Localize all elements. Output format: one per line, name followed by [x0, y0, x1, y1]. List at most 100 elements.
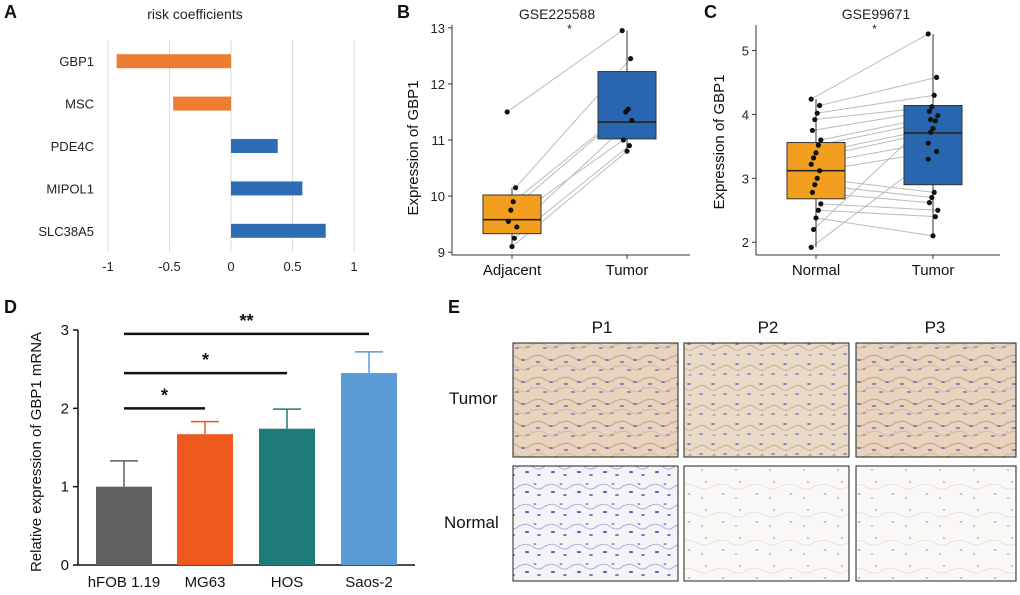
paired-line [506, 30, 623, 113]
data-point [628, 56, 634, 62]
data-point [629, 117, 635, 123]
bar-msc [173, 96, 231, 111]
category-label: GBP1 [59, 54, 94, 69]
data-point [620, 137, 627, 143]
ihc-image-tumor-p3 [855, 342, 1017, 458]
x-tick-label: HOS [271, 574, 304, 591]
data-point [925, 156, 931, 162]
paired-line [818, 209, 936, 218]
category-label: SLC38A5 [38, 224, 94, 239]
x-tick-label: -1 [102, 259, 114, 274]
data-point [925, 140, 931, 146]
significance-marker: * [872, 22, 877, 36]
y-tick-label: 1 [61, 479, 69, 496]
paired-line [810, 33, 929, 100]
category-label: MIPOL1 [46, 181, 94, 196]
ihc-column-p2: P2 [758, 318, 779, 337]
data-point [928, 129, 934, 135]
data-point [813, 150, 819, 156]
ihc-image-tumor-p2 [683, 342, 850, 458]
x-tick-label: Tumor [606, 262, 649, 279]
bar-hfob-1-19 [96, 486, 152, 565]
data-point [511, 235, 517, 241]
data-point [814, 110, 820, 116]
chart-c-ylabel: Expression of GBP1 [711, 74, 728, 209]
data-point [808, 161, 814, 167]
significance-marker: * [202, 350, 209, 370]
data-point [811, 226, 817, 233]
bar-slc38a5 [231, 223, 326, 238]
ihc-column-p3: P3 [925, 318, 946, 337]
data-point [510, 199, 516, 205]
data-point [619, 28, 625, 34]
paired-line [815, 217, 934, 237]
data-point [818, 201, 824, 207]
data-point [935, 207, 941, 213]
ihc-row-tumor: Tumor [449, 389, 498, 408]
data-point [931, 92, 937, 98]
data-point [815, 142, 822, 148]
chart-d-ylabel: Relative expression of GBP1 mRNA [28, 332, 45, 572]
x-tick-label: Normal [792, 262, 840, 279]
data-point [930, 233, 936, 239]
ihc-image-normal-p3 [855, 465, 1017, 582]
bar-pde4c [231, 139, 278, 153]
data-point [928, 116, 934, 123]
x-tick-label: 1 [350, 259, 357, 274]
data-point [926, 200, 933, 206]
panel-letter-d: D [4, 297, 17, 317]
y-tick-label: 0 [61, 557, 69, 574]
data-point [817, 168, 823, 174]
x-tick-label: 0.5 [283, 259, 301, 274]
y-tick-label: 13 [431, 21, 445, 36]
data-point [935, 113, 941, 119]
bar-mg63 [177, 434, 233, 565]
y-tick-label: 5 [742, 44, 749, 59]
data-point [929, 104, 935, 110]
ihc-row-normal: Normal [444, 513, 499, 532]
bar-gbp1 [116, 54, 231, 69]
data-point [814, 175, 820, 181]
category-label: PDE4C [51, 139, 94, 154]
data-point [925, 31, 931, 37]
y-tick-label: 4 [742, 107, 749, 122]
data-point [934, 148, 940, 155]
y-tick-label: 10 [431, 189, 445, 204]
panel-letter-c: C [704, 2, 717, 22]
x-tick-label: Adjacent [483, 262, 542, 279]
y-tick-label: 12 [431, 77, 445, 92]
paired-line [820, 203, 938, 211]
y-tick-label: 2 [61, 400, 69, 417]
panel-letter-a: A [4, 2, 17, 22]
data-point [812, 182, 818, 188]
data-point [812, 116, 818, 123]
data-point [504, 109, 510, 115]
data-point [930, 125, 936, 132]
data-point [813, 215, 819, 221]
ihc-column-p1: P1 [592, 318, 613, 337]
data-point [808, 244, 814, 250]
y-tick-label: 9 [438, 245, 445, 260]
x-tick-label: -0.5 [158, 259, 180, 274]
mrna-bar-chart: Relative expression of GBP1 mRNA 0 1 2 3 hFO… [28, 311, 415, 591]
y-tick-label: 11 [432, 133, 446, 148]
data-point [932, 118, 939, 124]
y-tick-label: 2 [742, 235, 749, 250]
data-point [817, 102, 823, 109]
x-tick-label: Saos-2 [345, 574, 393, 591]
box-tumor [597, 71, 657, 140]
panel-letter-e: E [448, 297, 460, 317]
data-point [934, 74, 940, 80]
panel-letter-b: B [397, 2, 410, 22]
risk-coefficient-chart: risk coefficients -1 -0.5 0 0.5 1 GBP1 MSC PDE4… [38, 6, 357, 274]
ihc-image-grid: P1 P2 P3 Tumor Normal [444, 318, 1017, 582]
ihc-image-normal-p1 [512, 465, 679, 582]
ihc-image-normal-p2 [683, 465, 850, 582]
bar-mipol1 [231, 181, 303, 196]
chart-a-title: risk coefficients [147, 6, 242, 22]
data-point [811, 155, 817, 161]
data-point [626, 143, 633, 149]
data-point [513, 185, 519, 191]
bar-saos-2 [341, 373, 397, 565]
